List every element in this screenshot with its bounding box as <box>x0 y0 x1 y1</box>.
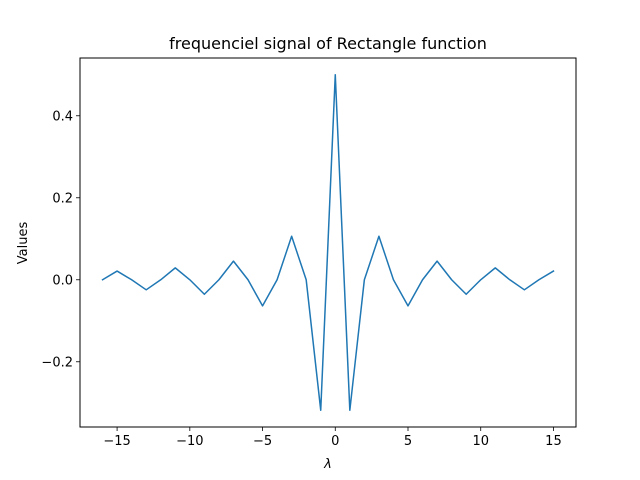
y-axis-label: Values <box>16 222 31 265</box>
y-tick-label: 0.0 <box>52 273 73 288</box>
y-tick-label: 0.2 <box>52 191 73 206</box>
axes-frame <box>79 57 577 428</box>
x-axis: −15 −10 −5 0 5 10 15 <box>103 427 562 449</box>
x-tick-label: 0 <box>331 434 339 449</box>
x-tick-label: 15 <box>545 434 562 449</box>
x-tick-label: −5 <box>253 434 272 449</box>
y-tick-label: −0.2 <box>41 355 73 370</box>
y-axis: −0.2 0.0 0.2 0.4 <box>41 109 80 370</box>
x-tick-label: −15 <box>103 434 130 449</box>
y-tick-label: 0.4 <box>52 109 73 124</box>
plot-area <box>101 74 555 412</box>
x-tick-label: −10 <box>176 434 203 449</box>
x-tick-label: 5 <box>404 434 412 449</box>
x-axis-label: λ <box>323 457 332 472</box>
chart-title: frequenciel signal of Rectangle function <box>169 34 487 53</box>
x-tick-label: 10 <box>472 434 489 449</box>
series-line-0 <box>101 74 555 412</box>
